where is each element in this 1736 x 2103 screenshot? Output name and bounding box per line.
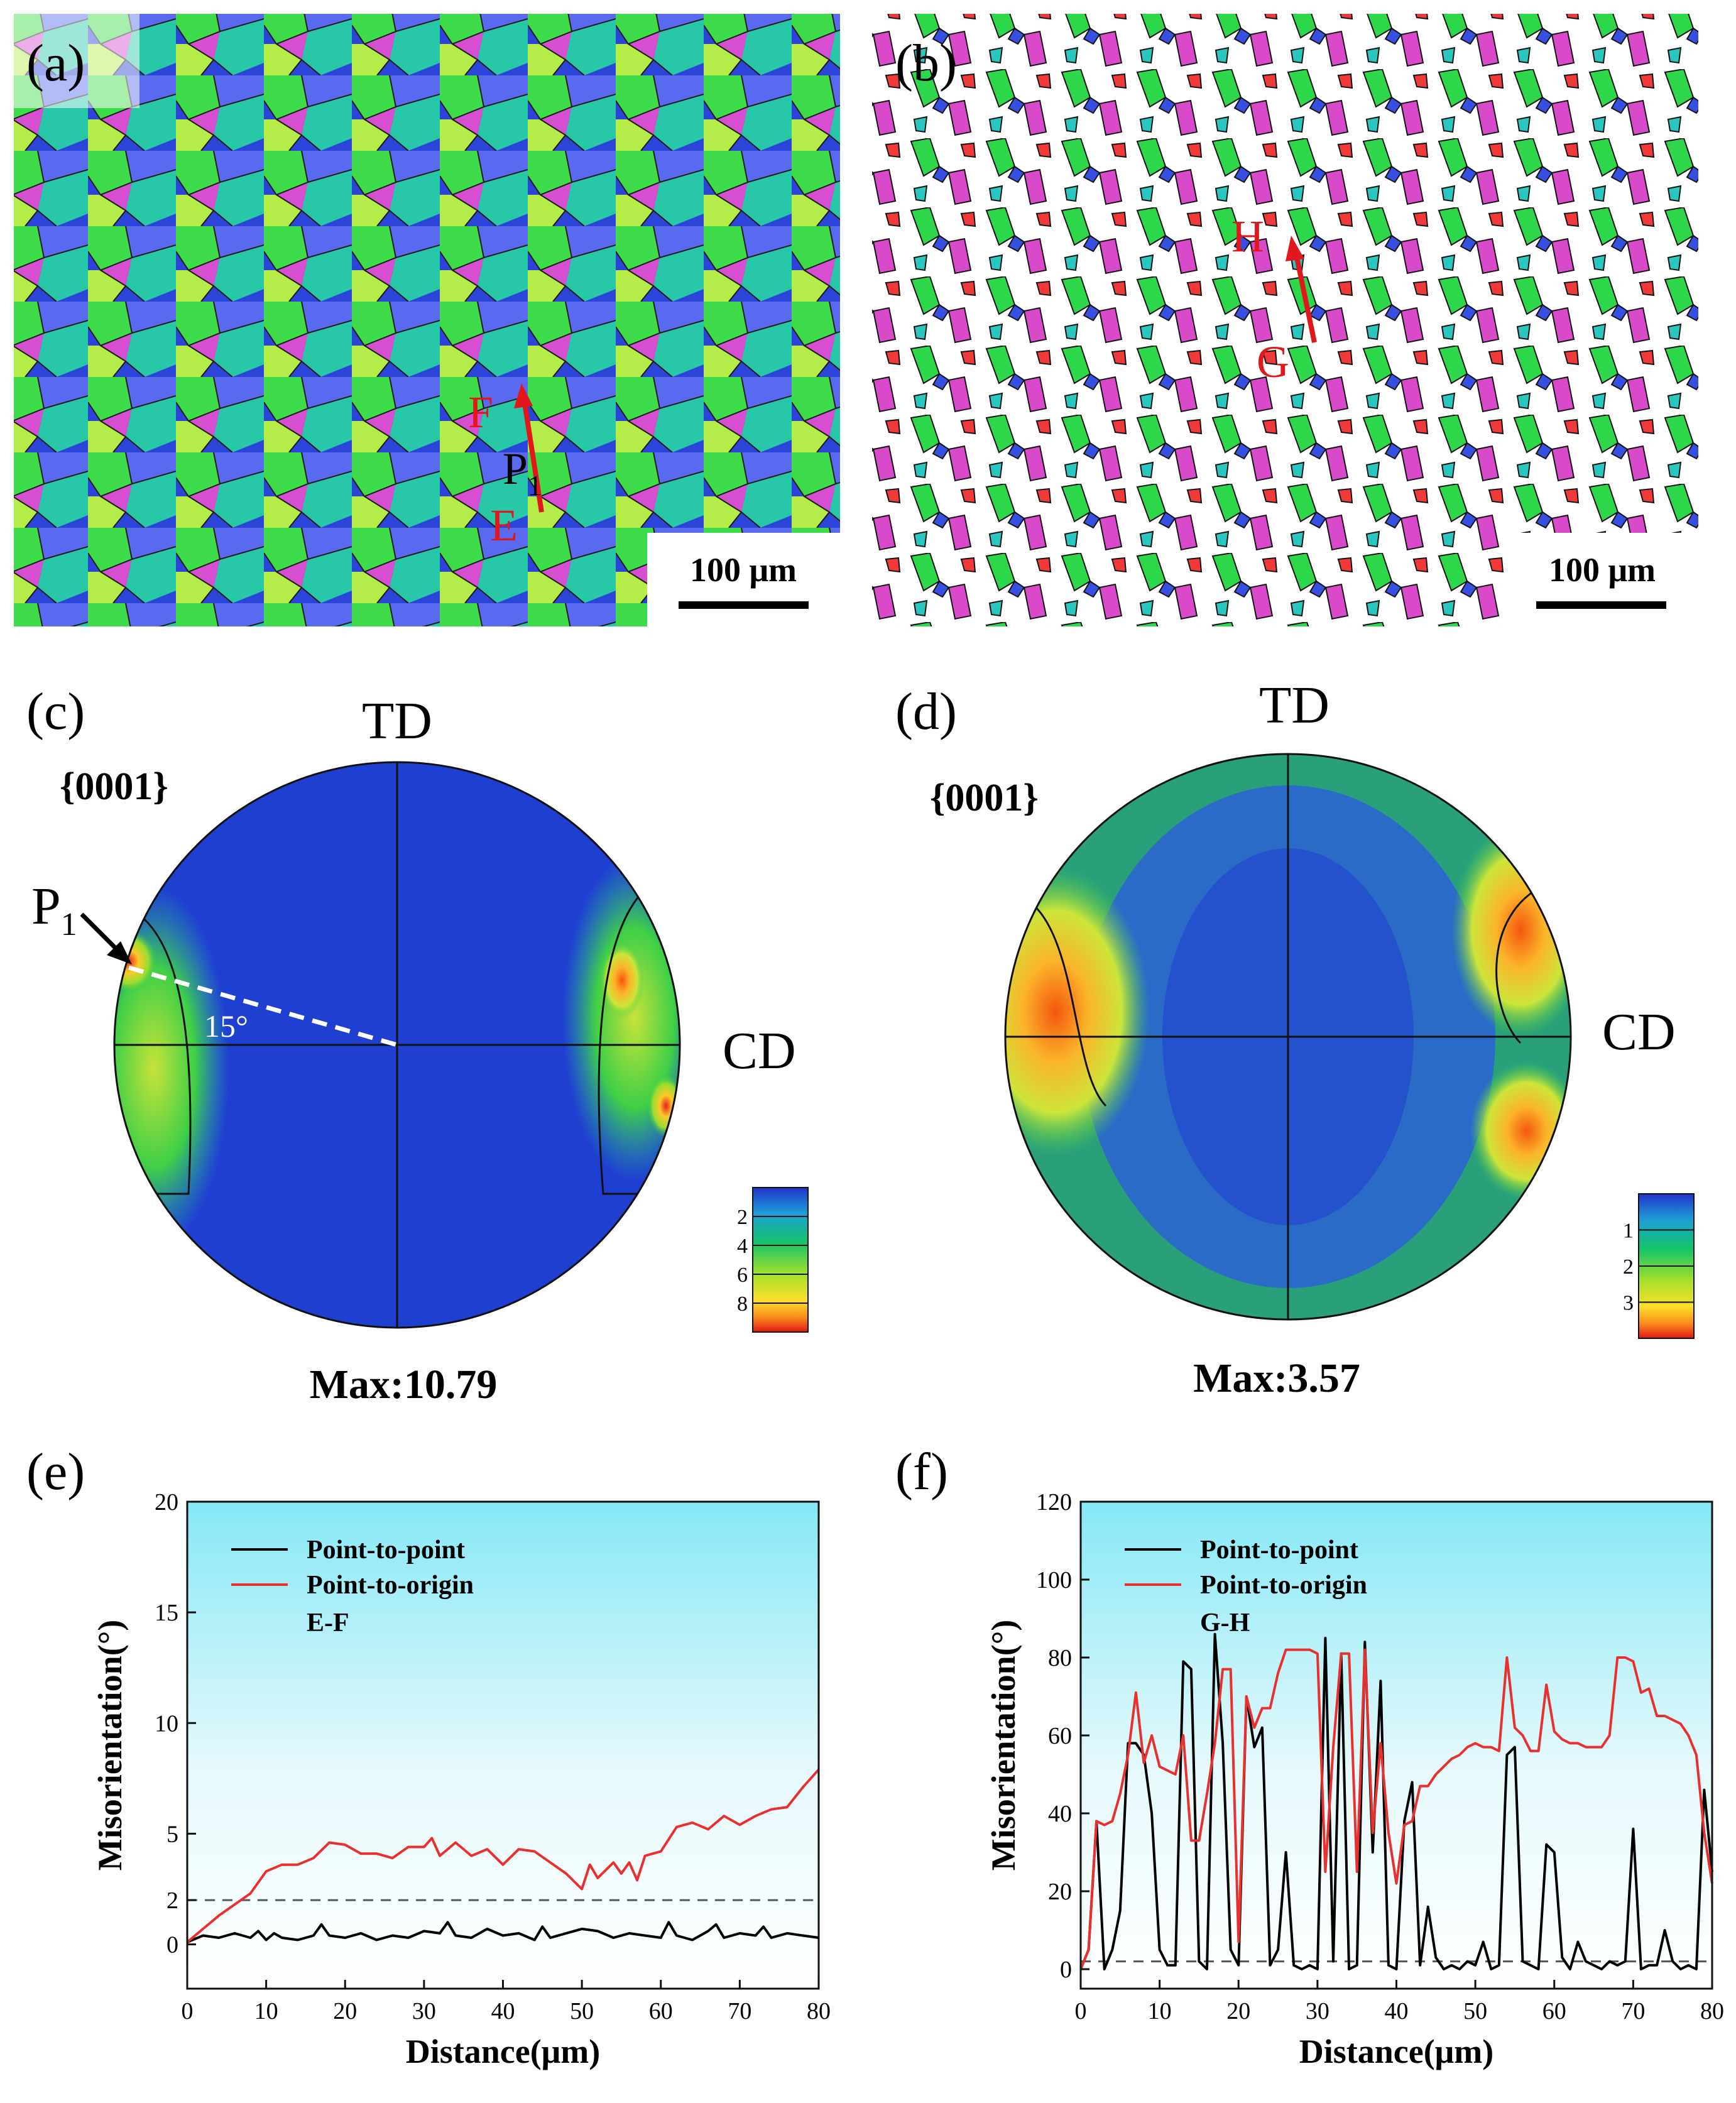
marker-p1: P1 <box>503 444 542 501</box>
panel-c: (c) {0001} TD CD 15° P1 2 4 6 8 Max:10.79 <box>26 682 809 1407</box>
colorbar-c-tick-label: 8 <box>737 1292 748 1316</box>
chart-f-legend-label: Point-to-origin <box>1200 1571 1367 1600</box>
colorbar-c <box>752 1187 809 1333</box>
chart-e-ytick-label: 5 <box>167 1821 178 1847</box>
scale-bar-box-b <box>1507 533 1698 626</box>
chart-f-xlabel: Distance(μm) <box>1299 2033 1494 2070</box>
chart-e: 0 10 20 30 40 50 60 70 80 0 2 5 10 15 20 Distance(μm) Mi… <box>91 1489 831 2070</box>
chart-f-ytick-label: 100 <box>1036 1567 1072 1593</box>
trace-arrow-gh <box>1293 251 1317 343</box>
chart-e-plot-area <box>187 1502 819 1989</box>
chart-f: 0 10 20 30 40 50 60 70 80 0 20 40 60 80 100 120 Distance… <box>985 1489 1724 2070</box>
colorbar-ticks-d: 1 2 3 <box>1623 1220 1694 1315</box>
chart-e-ytick-label: 10 <box>155 1710 178 1737</box>
marker-e: E <box>490 500 518 550</box>
max-label-c: Max:10.79 <box>310 1362 498 1407</box>
chart-f-ytick-label: 0 <box>1060 1957 1072 1983</box>
chart-f-xtick-label: 10 <box>1148 1998 1172 2024</box>
angle-label-c: 15° <box>204 1008 248 1044</box>
chart-e-ytick-label: 0 <box>167 1932 178 1958</box>
chart-f-ytick-label: 60 <box>1048 1723 1072 1749</box>
td-label-d: TD <box>1259 676 1329 735</box>
chart-f-ylabel: Misorientation(°) <box>985 1620 1022 1871</box>
chart-e-series-point-to-origin <box>186 1768 820 1943</box>
marker-g: G <box>1257 337 1289 387</box>
chart-e-xtick-label: 10 <box>254 1998 278 2024</box>
panel-label-d: (d) <box>895 682 957 741</box>
chart-f-xtick-label: 70 <box>1621 1998 1645 2024</box>
chart-f-xtick-label: 20 <box>1226 1998 1250 2024</box>
colorbar-c-tick-label: 2 <box>737 1206 748 1229</box>
chart-f-legend-label: Point-to-point <box>1200 1536 1358 1565</box>
cd-label-c: CD <box>723 1022 796 1080</box>
panel-a: 100 μm E F P1 (a) <box>14 14 840 626</box>
colorbar-c-tick-label: 4 <box>737 1235 748 1258</box>
colorbar-d-tick-label: 1 <box>1623 1220 1634 1243</box>
chart-e-xtick-label: 0 <box>182 1998 194 2024</box>
chart-e-series-point-to-point <box>187 1921 819 1943</box>
trace-arrowhead-ef <box>514 383 533 408</box>
chart-f-annotation: G-H <box>1200 1609 1250 1637</box>
ebsd-map-a <box>14 14 840 626</box>
scale-bar-box-a <box>647 533 840 626</box>
colorbar-ticks-c: 2 4 6 8 <box>737 1206 808 1316</box>
panel-label-b: (b) <box>895 34 957 92</box>
pole-family-d: {0001} <box>930 777 1039 819</box>
chart-e-xlabel: Distance(μm) <box>406 2033 601 2070</box>
panel-d: (d) {0001} TD CD 1 2 3 Max:3.57 <box>895 676 1695 1401</box>
chart-f-series-point-to-point <box>1079 1632 1713 1970</box>
chart-e-xtick-label: 80 <box>807 1998 831 2024</box>
td-label-c: TD <box>362 692 432 750</box>
marker-f: F <box>468 387 493 437</box>
cd-label-d: CD <box>1602 1003 1676 1061</box>
chart-e-xtick-label: 60 <box>649 1998 673 2024</box>
panel-label-c: (c) <box>26 682 85 741</box>
max-label-d: Max:3.57 <box>1193 1355 1360 1401</box>
panel-label-e: (e) <box>26 1443 85 1501</box>
panel-b: 100 μm G H (b) <box>872 14 1698 626</box>
pole-family-c: {0001} <box>60 765 168 808</box>
chart-e-ytick-label: 2 <box>167 1887 178 1914</box>
chart-f-xtick-label: 0 <box>1075 1998 1087 2024</box>
chart-e-annotation: E-F <box>307 1609 349 1637</box>
chart-f-xtick-label: 50 <box>1463 1998 1487 2024</box>
colorbar-c-tick-label: 6 <box>737 1264 748 1287</box>
chart-e-ylabel: Misorientation(°) <box>91 1620 129 1871</box>
chart-e-ytick-label: 20 <box>155 1489 178 1516</box>
panel-f: (f) 0 10 20 30 40 50 60 70 80 0 20 40 60 80 100 120 Dist… <box>895 1443 1724 2070</box>
chart-e-xtick-label: 50 <box>570 1998 594 2024</box>
chart-f-xtick-label: 80 <box>1700 1998 1724 2024</box>
chart-f-xtick-label: 60 <box>1542 1998 1566 2024</box>
panel-label-a: (a) <box>26 34 85 92</box>
marker-h: H <box>1231 211 1264 261</box>
chart-f-xtick-label: 40 <box>1385 1998 1409 2024</box>
chart-e-ytick-label: 15 <box>155 1600 178 1626</box>
ebsd-map-b <box>872 14 1698 626</box>
scale-bar-label-b: 100 μm <box>1549 551 1656 589</box>
chart-e-xtick-label: 40 <box>491 1998 515 2024</box>
panel-label-f: (f) <box>895 1443 948 1501</box>
chart-e-legend-label: Point-to-point <box>307 1536 465 1565</box>
colorbar-d-tick-label: 2 <box>1623 1255 1634 1279</box>
chart-f-ytick-label: 80 <box>1048 1645 1072 1671</box>
chart-e-xtick-label: 20 <box>333 1998 357 2024</box>
colorbar-d-tick-label: 3 <box>1623 1292 1634 1315</box>
chart-f-ytick-label: 20 <box>1048 1879 1072 1905</box>
chart-e-legend-label: Point-to-origin <box>307 1571 474 1600</box>
chart-f-xtick-label: 30 <box>1306 1998 1329 2024</box>
chart-e-xtick-label: 30 <box>412 1998 436 2024</box>
pole-label-c: P1 <box>31 877 77 942</box>
trace-arrow-ef <box>521 398 544 513</box>
chart-f-ytick-label: 120 <box>1036 1489 1072 1516</box>
chart-f-plot-area <box>1081 1502 1712 1989</box>
panel-e: (e) 0 10 20 30 40 50 60 70 80 0 2 5 10 15 20 Distance(μ… <box>26 1443 831 2070</box>
scale-bar-label-a: 100 μm <box>690 551 797 589</box>
chart-e-xtick-label: 70 <box>728 1998 751 2024</box>
trace-arrowhead-gh <box>1286 236 1304 261</box>
chart-f-series-point-to-origin <box>1079 1648 1713 1970</box>
chart-f-ytick-label: 40 <box>1048 1801 1072 1827</box>
